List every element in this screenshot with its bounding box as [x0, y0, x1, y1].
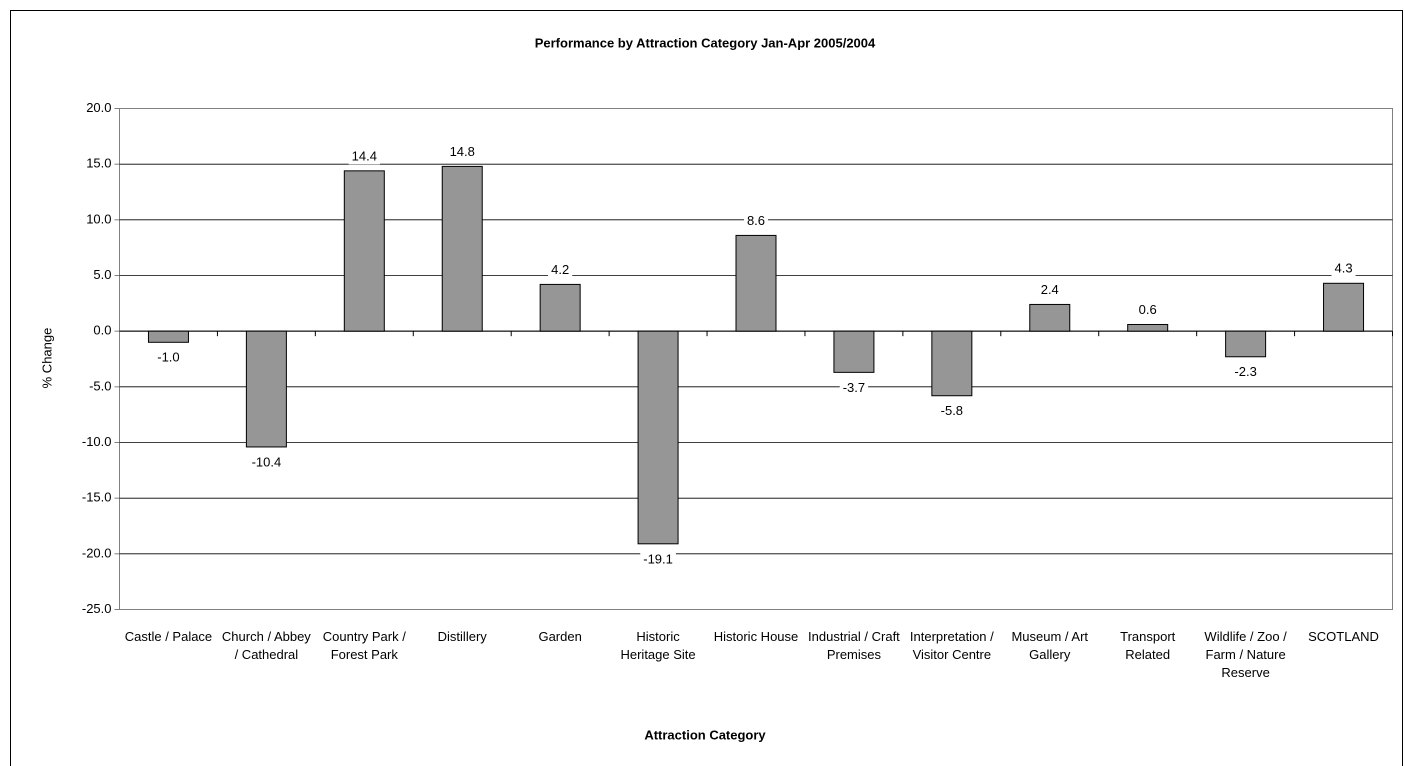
bar [245, 330, 287, 448]
data-label: 14.4 [352, 148, 377, 163]
data-label: 8.6 [747, 213, 765, 228]
data-label: 4.3 [1334, 261, 1352, 276]
bar [1127, 323, 1169, 332]
bar [343, 170, 385, 332]
data-label: -2.3 [1234, 364, 1256, 379]
data-label: 2.4 [1041, 282, 1059, 297]
label-background [743, 211, 769, 229]
y-axis-title: % Change [39, 328, 54, 389]
bar [637, 330, 679, 545]
chart-border [10, 10, 1403, 766]
y-tick-label: 20.0 [86, 100, 111, 115]
x-tick-label: Historic House [713, 629, 799, 644]
y-tick-label: -5.0 [89, 378, 111, 393]
y-tick-label: -15.0 [82, 490, 112, 505]
x-tick-label: Garden [538, 629, 582, 644]
data-label: -19.1 [643, 551, 673, 566]
x-tick-label: Museum / Art Gallery [1011, 629, 1089, 662]
y-tick-label: 15.0 [86, 156, 111, 171]
label-background [1037, 280, 1062, 298]
y-tick-label: 5.0 [93, 267, 111, 282]
x-tick-label: Industrial / Craft Premises [808, 629, 900, 662]
x-tick-label: Castle / Palace [124, 629, 213, 644]
bar [1323, 282, 1365, 332]
x-tick-label: Distillery [437, 629, 487, 644]
bar [441, 165, 483, 332]
x-tick-label: Country Park / Forest Park [322, 629, 406, 662]
bar [735, 234, 777, 332]
y-tick-label: -10.0 [82, 434, 112, 449]
data-label: -3.7 [843, 380, 865, 395]
x-tick-label: SCOTLAND [1308, 629, 1379, 644]
chart-title: Performance by Attraction Category Jan-A… [535, 35, 876, 50]
data-label: -5.8 [941, 403, 963, 418]
bar [539, 283, 581, 332]
y-tick-label: 10.0 [86, 211, 111, 226]
label-background [640, 550, 676, 568]
label-background [937, 402, 967, 420]
label-background [154, 348, 183, 366]
x-tick-label: Wildlife / Zoo / Farm / Nature Reserve [1204, 629, 1287, 680]
x-tick-label: Transport Related [1120, 629, 1176, 662]
label-background [348, 147, 380, 165]
label-background [1331, 259, 1356, 277]
y-tick-label: -25.0 [82, 601, 112, 616]
y-tick-label: -20.0 [82, 545, 112, 560]
data-label: 14.8 [450, 144, 475, 159]
x-tick-label: Historic Heritage Site [620, 629, 696, 662]
label-background [1231, 363, 1260, 381]
x-axis-title: Attraction Category [644, 727, 766, 742]
bar [833, 330, 875, 373]
y-tick-label: 0.0 [93, 323, 111, 338]
data-label: 0.6 [1139, 302, 1157, 317]
label-background [839, 378, 869, 396]
x-tick-label: Church / Abbey / Cathedral [221, 629, 311, 662]
bar [147, 330, 189, 343]
bar [1029, 303, 1071, 332]
bar [1225, 330, 1267, 358]
label-background [446, 142, 478, 160]
data-label: 4.2 [551, 262, 569, 277]
bar [931, 330, 973, 397]
x-tick-label: Interpretation / Visitor Centre [909, 629, 994, 662]
plot-area [119, 108, 1393, 610]
label-background [248, 453, 285, 471]
label-background [548, 260, 573, 278]
data-label: -10.4 [252, 454, 282, 469]
data-label: -1.0 [157, 350, 179, 365]
label-background [1135, 300, 1160, 318]
